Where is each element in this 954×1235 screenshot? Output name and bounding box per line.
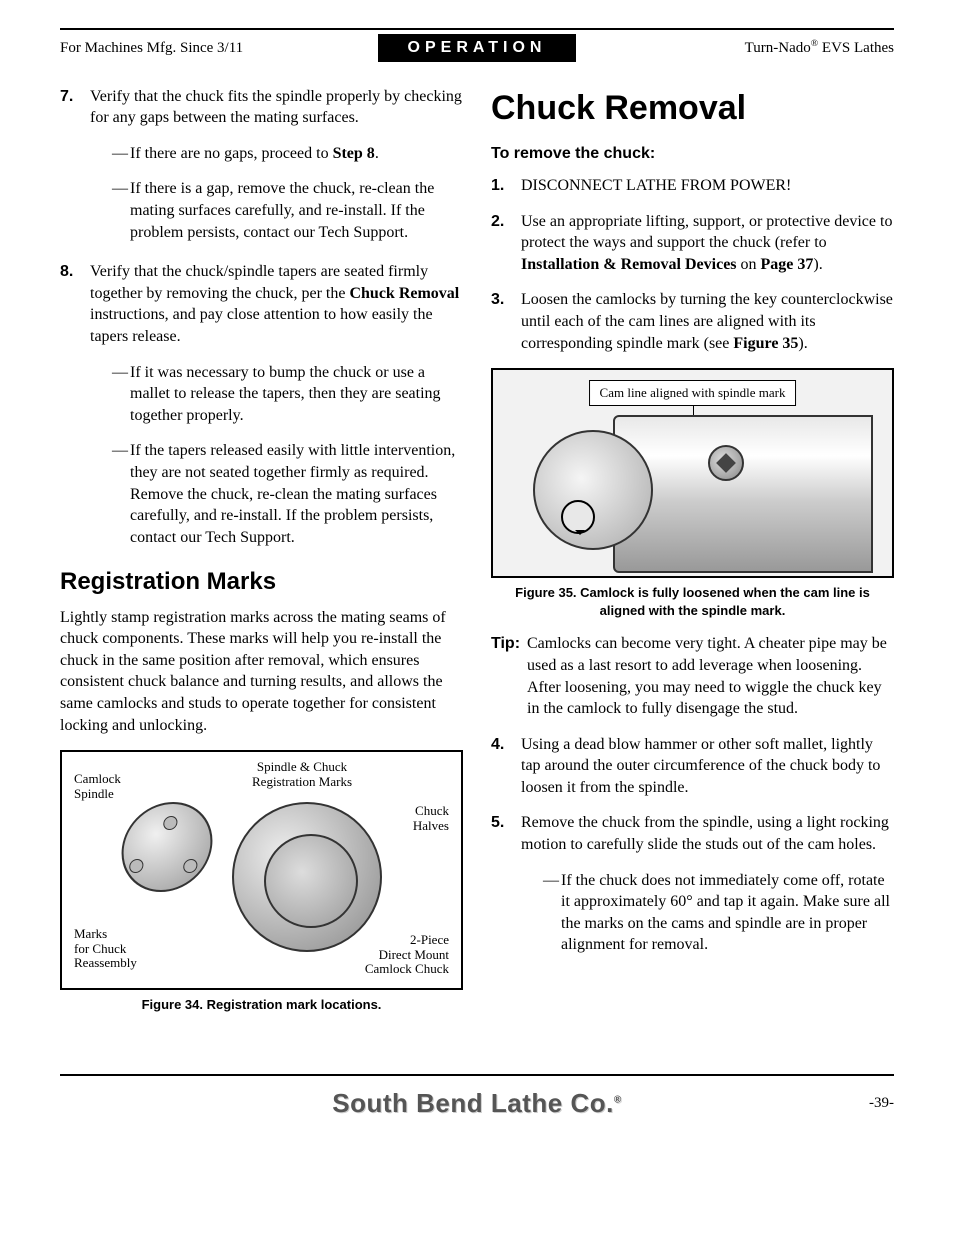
header-brand: Turn-Nado	[745, 40, 811, 56]
text-span: on	[737, 256, 761, 273]
step-8-sublist: — If it was necessary to bump the chuck …	[90, 362, 463, 549]
remove-step-5: 5. Remove the chuck from the spindle, us…	[491, 812, 894, 855]
fig34-spindle-icon	[116, 802, 219, 892]
figure-34-caption: Figure 34. Registration mark locations.	[60, 996, 463, 1014]
registered-icon: ®	[614, 1094, 622, 1105]
dash-icon: —	[112, 143, 130, 165]
dash-icon: —	[112, 440, 130, 548]
dash-text: If there are no gaps, proceed to Step 8.	[130, 143, 379, 165]
remove-step-1: 1. DISCONNECT LATHE FROM POWER!	[491, 175, 894, 197]
remove-step-4: 4. Using a dead blow hammer or other sof…	[491, 734, 894, 799]
dash-icon: —	[112, 362, 130, 427]
fig35-callout-label: Cam line aligned with spindle mark	[589, 380, 797, 406]
step-text: Using a dead blow hammer or other soft m…	[521, 734, 894, 799]
text-span: ).	[798, 335, 807, 352]
text-span: .	[375, 145, 379, 162]
fig34-hole-icon	[128, 859, 144, 873]
step-number: 4.	[491, 734, 521, 799]
step-7-sublist: — If there are no gaps, proceed to Step …	[90, 143, 463, 243]
right-column: Chuck Removal To remove the chuck: 1. DI…	[491, 86, 894, 1014]
dash-text: If it was necessary to bump the chuck or…	[130, 362, 463, 427]
step-number: 8.	[60, 261, 90, 347]
fig35-rotation-arrow-icon	[561, 500, 595, 534]
step-number: 3.	[491, 289, 521, 354]
step-text: Verify that the chuck/spindle tapers are…	[90, 261, 463, 347]
registration-marks-para: Lightly stamp registration marks across …	[60, 607, 463, 737]
dash-icon: —	[112, 178, 130, 243]
header-model: EVS Lathes	[818, 40, 894, 56]
tip-text: Camlocks can become very tight. A cheate…	[527, 633, 894, 719]
dash-icon: —	[543, 870, 561, 956]
tip-block: Tip: Camlocks can become very tight. A c…	[491, 633, 894, 719]
dash-text: If the chuck does not immediately come o…	[561, 870, 894, 956]
footer-company-text: South Bend Lathe Co.	[332, 1088, 614, 1118]
step-text: Loosen the camlocks by turning the key c…	[521, 289, 894, 354]
fig34-label-chuck-halves: Chuck Halves	[413, 804, 449, 833]
fig34-label-camlock-spindle: Camlock Spindle	[74, 772, 121, 801]
step-text: Remove the chuck from the spindle, using…	[521, 812, 894, 855]
header-left: For Machines Mfg. Since 3/11	[60, 38, 378, 58]
page-footer: South Bend Lathe Co.® -39-	[60, 1074, 894, 1121]
text-span: If there are no gaps, proceed to	[130, 145, 333, 162]
dash-text: If there is a gap, remove the chuck, re-…	[130, 178, 463, 243]
text-span: ).	[813, 256, 822, 273]
step-text: DISCONNECT LATHE FROM POWER!	[521, 175, 894, 197]
step-number: 2.	[491, 211, 521, 276]
step-7: 7. Verify that the chuck fits the spindl…	[60, 86, 463, 129]
fig34-chuck-icon	[232, 802, 382, 952]
step-7-dash-1: — If there are no gaps, proceed to Step …	[112, 143, 463, 165]
fig35-keyhole-icon	[716, 453, 736, 473]
remove-step-3: 3. Loosen the camlocks by turning the ke…	[491, 289, 894, 354]
footer-page-number: -39-	[834, 1093, 894, 1113]
step-text: Use an appropriate lifting, support, or …	[521, 211, 894, 276]
registration-marks-heading: Registration Marks	[60, 566, 463, 598]
fig34-label-direct-mount: 2-Piece Direct Mount Camlock Chuck	[365, 933, 449, 976]
step-text: Verify that the chuck fits the spindle p…	[90, 86, 463, 129]
text-span: Use an appropriate lifting, support, or …	[521, 213, 892, 252]
header-center: OPERATION	[378, 34, 577, 62]
left-column: 7. Verify that the chuck fits the spindl…	[60, 86, 463, 1014]
tip-label: Tip:	[491, 633, 527, 719]
step-8: 8. Verify that the chuck/spindle tapers …	[60, 261, 463, 347]
bold-ref: Page 37	[761, 256, 814, 273]
remove-step-2: 2. Use an appropriate lifting, support, …	[491, 211, 894, 276]
step-8-dash-2: — If the tapers released easily with lit…	[112, 440, 463, 548]
bold-ref: Chuck Removal	[349, 285, 459, 302]
fig35-cylinder-icon	[533, 430, 653, 550]
page-header: For Machines Mfg. Since 3/11 OPERATION T…	[60, 28, 894, 62]
remove-step-5-sublist: — If the chuck does not immediately come…	[521, 870, 894, 956]
figure-34: Camlock Spindle Spindle & Chuck Registra…	[60, 750, 463, 990]
figure-35-caption: Figure 35. Camlock is fully loosened whe…	[491, 584, 894, 619]
footer-company: South Bend Lathe Co.®	[120, 1086, 834, 1121]
header-right: Turn-Nado® EVS Lathes	[576, 37, 894, 58]
remove-step-5-dash-1: — If the chuck does not immediately come…	[543, 870, 894, 956]
fig35-camlock-icon	[708, 445, 744, 481]
content-columns: 7. Verify that the chuck fits the spindl…	[60, 86, 894, 1014]
step-8-dash-1: — If it was necessary to bump the chuck …	[112, 362, 463, 427]
to-remove-subhead: To remove the chuck:	[491, 143, 894, 165]
bold-ref: Figure 35	[733, 335, 798, 352]
step-7-dash-2: — If there is a gap, remove the chuck, r…	[112, 178, 463, 243]
step-number: 5.	[491, 812, 521, 855]
figure-35: Cam line aligned with spindle mark	[491, 368, 894, 578]
chuck-removal-title: Chuck Removal	[491, 86, 894, 132]
step-number: 1.	[491, 175, 521, 197]
fig34-hole-icon	[162, 816, 178, 830]
fig34-label-reg-marks: Spindle & Chuck Registration Marks	[252, 760, 352, 789]
text-span: instructions, and pay close attention to…	[90, 306, 433, 345]
bold-ref: Step 8	[333, 145, 375, 162]
fig34-hole-icon	[182, 859, 198, 873]
bold-ref: Installation & Removal Devices	[521, 256, 737, 273]
dash-text: If the tapers released easily with littl…	[130, 440, 463, 548]
step-number: 7.	[60, 86, 90, 129]
fig34-label-marks-reassembly: Marks for Chuck Reassembly	[74, 927, 137, 970]
text-span: Loosen the camlocks by turning the key c…	[521, 291, 893, 351]
